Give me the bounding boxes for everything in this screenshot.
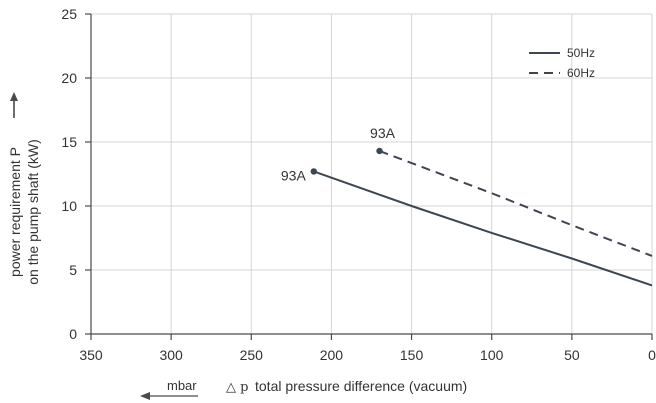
x-tick-label: 200 (320, 347, 344, 363)
series-lines (313, 150, 653, 287)
legend-label-60hz: 60Hz (567, 66, 595, 80)
x-tick-label: 150 (400, 347, 424, 363)
series-line-50hz (313, 170, 653, 287)
series-markers: 93A 93A (281, 125, 396, 183)
x-tick-labels: 350 300 250 200 150 100 50 0 (79, 347, 656, 363)
marker-label-60hz: 93A (370, 125, 396, 141)
marker-point-50hz (310, 168, 317, 175)
axes (85, 13, 653, 340)
marker-label-50hz: 93A (281, 167, 307, 183)
x-axis-label: total pressure difference (vacuum) (255, 378, 467, 394)
grid (91, 13, 653, 334)
x-tick-label: 350 (79, 347, 103, 363)
x-tick-label: 0 (648, 347, 656, 363)
x-axis-unit: mbar (167, 378, 197, 393)
legend: 50Hz 60Hz (529, 46, 595, 80)
y-tick-label: 0 (69, 326, 77, 342)
legend-label-50hz: 50Hz (567, 46, 595, 60)
marker-point-60hz (376, 147, 383, 155)
y-tick-label: 25 (61, 6, 77, 22)
y-axis-title-line-1: power requirement P (7, 147, 23, 277)
y-tick-label: 5 (69, 262, 77, 278)
x-tick-label: 250 (240, 347, 264, 363)
y-tick-label: 10 (61, 198, 77, 214)
y-axis-title-line-2: on the pump shaft (kW) (25, 139, 41, 285)
y-tick-label: 20 (61, 70, 77, 86)
x-tick-label: 50 (564, 347, 580, 363)
x-axis-title: mbar △ p total pressure difference (vacu… (140, 378, 467, 400)
x-tick-label: 300 (159, 347, 183, 363)
y-axis-up-arrow (10, 92, 18, 118)
x-axis-symbol: △ p (226, 380, 248, 395)
y-tick-label: 15 (61, 134, 77, 150)
x-axis-left-arrow (140, 392, 198, 400)
y-tick-labels: 0 5 10 15 20 25 (61, 6, 77, 342)
x-tick-label: 100 (480, 347, 504, 363)
y-axis-title: power requirement P on the pump shaft (k… (7, 92, 41, 285)
